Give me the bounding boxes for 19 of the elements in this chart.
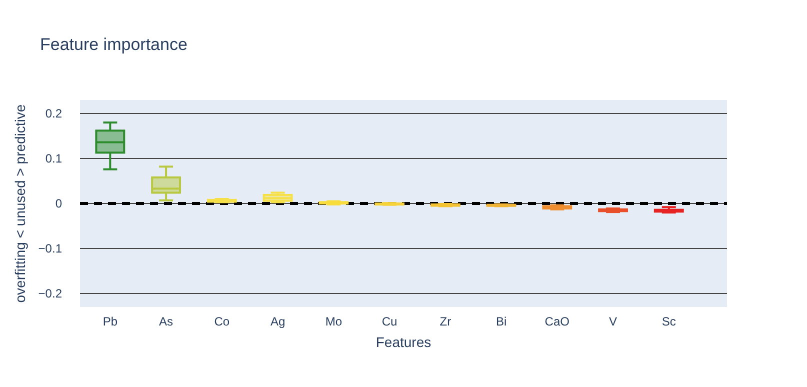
y-axis-title: overfitting < unused > predictive (12, 104, 28, 303)
y-tick-label: −0.1 (38, 241, 62, 256)
y-tick-label: 0.1 (45, 151, 62, 166)
x-tick-label: Co (214, 314, 230, 329)
chart-title: Feature importance (40, 35, 188, 54)
x-tick-label: Sc (662, 314, 676, 329)
y-tick-label: 0.2 (45, 106, 62, 120)
x-axis-title: Features (376, 334, 432, 350)
x-tick-label: Ag (270, 314, 286, 329)
x-tick-label: CaO (544, 314, 570, 329)
x-tick-label: Bi (496, 314, 507, 329)
y-tick-label: −0.2 (38, 286, 62, 300)
x-tick-label: Cu (382, 314, 398, 329)
x-tick-label: Mo (325, 314, 342, 329)
x-tick-label: V (609, 314, 618, 329)
x-tick-label: Pb (102, 314, 118, 329)
x-tick-label: Zr (440, 314, 452, 329)
y-tick-label: 0 (55, 196, 62, 210)
x-tick-label: As (159, 314, 174, 329)
